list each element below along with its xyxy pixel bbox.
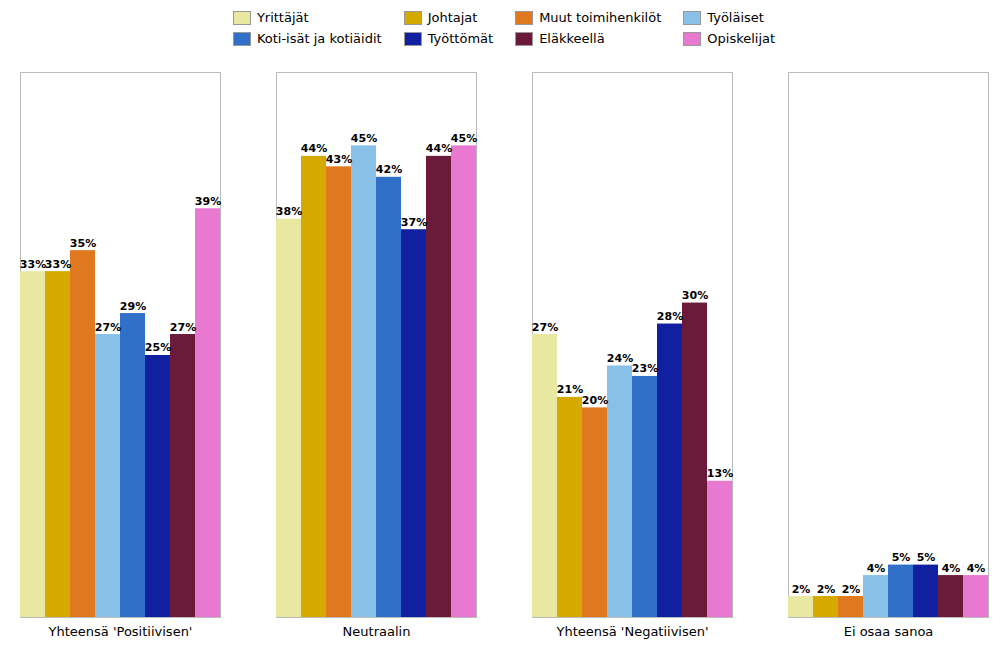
svg-text:28%: 28% xyxy=(657,310,683,323)
svg-text:21%: 21% xyxy=(557,383,583,396)
svg-text:45%: 45% xyxy=(451,132,477,145)
html-text:Työläiset: Työläiset xyxy=(707,10,764,25)
svg-text:Ei osaa sanoa: Ei osaa sanoa xyxy=(844,624,934,639)
html-text:Johtajat: Johtajat xyxy=(427,10,478,25)
html-text:Muut toimihenkilöt: Muut toimihenkilöt xyxy=(539,10,662,25)
svg-text:4%: 4% xyxy=(942,562,961,575)
svg-text:Yhteensä 'Negatiivisen': Yhteensä 'Negatiivisen' xyxy=(555,624,708,639)
svg-text:23%: 23% xyxy=(632,362,658,375)
svg-text:27%: 27% xyxy=(170,321,196,334)
svg-text:44%: 44% xyxy=(301,142,327,155)
svg-text:35%: 35% xyxy=(70,237,96,250)
svg-text:4%: 4% xyxy=(867,562,886,575)
svg-text:44%: 44% xyxy=(426,142,452,155)
svg-text:45%: 45% xyxy=(351,132,377,145)
svg-text:38%: 38% xyxy=(276,205,302,218)
svg-text:27%: 27% xyxy=(95,321,121,334)
svg-text:5%: 5% xyxy=(892,551,911,564)
html-text:Koti-isät ja kotiäidit: Koti-isät ja kotiäidit xyxy=(256,31,382,46)
svg-text:25%: 25% xyxy=(145,341,171,354)
svg-text:2%: 2% xyxy=(842,583,861,596)
svg-text:42%: 42% xyxy=(376,163,402,176)
svg-text:29%: 29% xyxy=(120,300,146,313)
html-text:Työttömät: Työttömät xyxy=(427,31,494,46)
html-text:Eläkkeellä: Eläkkeellä xyxy=(539,31,605,46)
svg-text:Yhteensä 'Positiivisen': Yhteensä 'Positiivisen' xyxy=(48,624,193,639)
svg-text:2%: 2% xyxy=(792,583,811,596)
svg-text:Neutraalin: Neutraalin xyxy=(343,624,411,639)
html-text:Opiskelijat: Opiskelijat xyxy=(707,31,776,46)
svg-text:4%: 4% xyxy=(967,562,986,575)
svg-text:37%: 37% xyxy=(401,216,427,229)
svg-text:13%: 13% xyxy=(707,467,733,480)
svg-text:39%: 39% xyxy=(195,195,221,208)
svg-text:33%: 33% xyxy=(45,258,71,271)
svg-text:27%: 27% xyxy=(532,321,558,334)
html-text:Yrittäjät: Yrittäjät xyxy=(256,10,309,25)
svg-text:2%: 2% xyxy=(817,583,836,596)
svg-text:43%: 43% xyxy=(326,153,352,166)
svg-text:24%: 24% xyxy=(607,352,633,365)
svg-text:20%: 20% xyxy=(582,394,608,407)
svg-text:5%: 5% xyxy=(917,551,936,564)
svg-text:33%: 33% xyxy=(20,258,46,271)
svg-text:30%: 30% xyxy=(682,289,708,302)
